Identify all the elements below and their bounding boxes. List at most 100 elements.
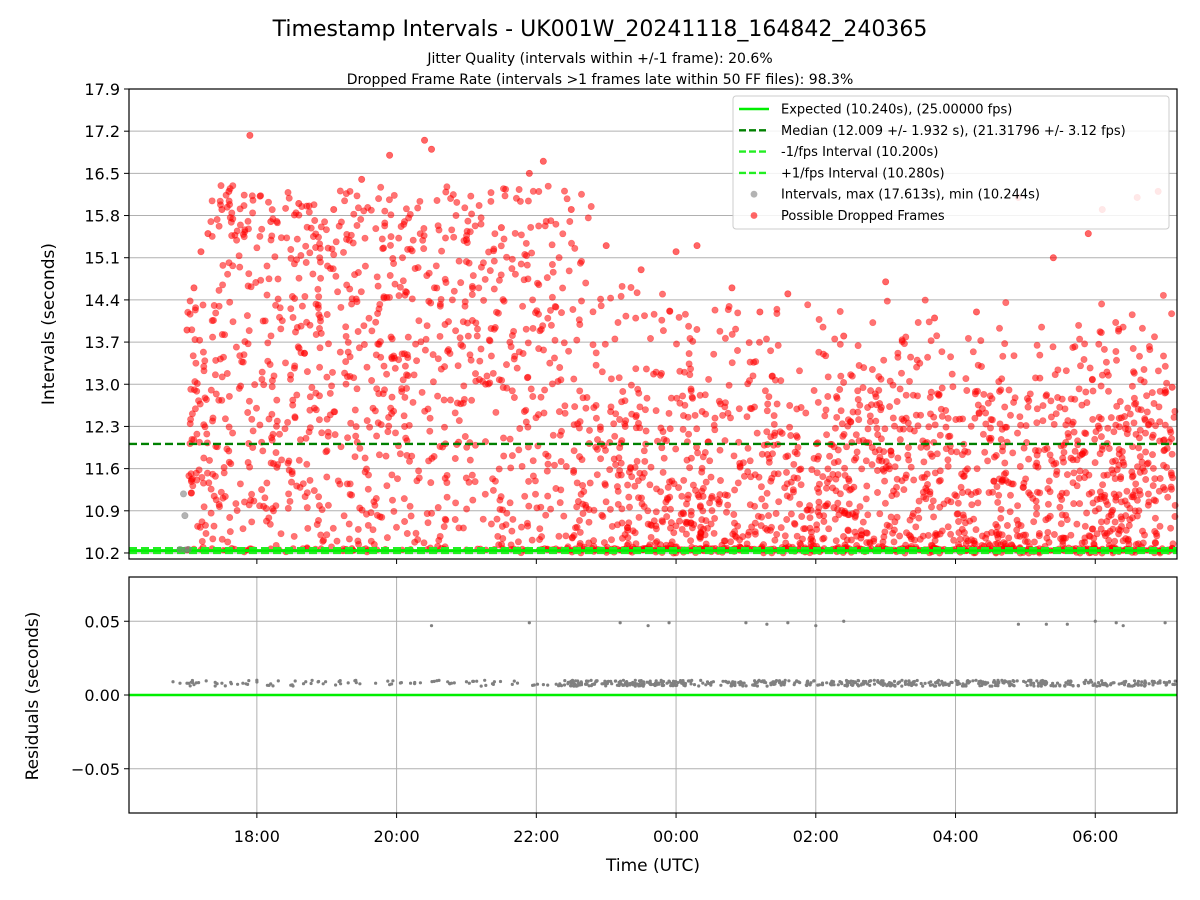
dropped-frame-cloud-point [385,196,393,204]
dropped-frame-cloud-point [373,273,381,281]
dropped-frame-cloud-point [389,255,397,263]
dropped-frame-cloud-point [883,297,891,305]
dropped-frame-cloud-point [551,302,559,310]
dropped-frame-cloud-point [824,392,832,400]
dropped-frame-cloud-point [935,391,943,399]
residual-point [842,619,846,623]
dropped-frame-cloud-point [628,473,636,481]
residual-point [464,680,469,684]
dropped-frame-cloud-point [652,539,660,547]
residual-point [786,621,790,625]
dropped-frame-cloud-point [297,322,305,330]
dropped-frame-cloud-point [999,352,1007,360]
dropped-frame-cloud-point [310,487,318,495]
residual-cloud-point [1001,680,1005,685]
dropped-frame-point [728,284,736,292]
dropped-frame-cloud-point [763,407,771,415]
residual-cloud-point [699,678,703,683]
dropped-frame-point [1084,230,1092,238]
dropped-frame-cloud-point [1033,510,1041,518]
dropped-frame-cloud-point [734,479,742,487]
dropped-frame-cloud-point [371,407,379,415]
dropped-frame-cloud-point [299,480,307,488]
dropped-frame-point [295,199,303,207]
dropped-frame-cloud-point [1103,368,1111,376]
dropped-frame-cloud-point [311,217,319,225]
dropped-frame-cloud-point [1097,433,1105,441]
dropped-frame-cloud-point [636,403,644,411]
dropped-frame-cloud-point [677,510,685,518]
residual-cloud-point [756,679,761,683]
dropped-frame-cloud-point [893,475,901,483]
dropped-frame-cloud-point [285,457,293,465]
dropped-frame-cloud-point [247,496,255,504]
dropped-frame-cloud-point [261,317,269,325]
dropped-frame-cloud-point [559,230,567,238]
dropped-frame-cloud-point [321,218,329,226]
dropped-frame-cloud-point [736,463,744,471]
dropped-frame-cloud-point [1021,537,1029,545]
residual-cloud-point [733,683,737,688]
dropped-frame-cloud-point [265,275,273,283]
residuals-x-tick-label: 06:00 [1072,827,1118,846]
dropped-frame-cloud-point [1064,429,1072,437]
dropped-frame-cloud-point [400,495,408,503]
dropped-frame-cloud-point [435,536,443,544]
residuals-x-tick-label: 02:00 [793,827,839,846]
dropped-frame-cloud-point [555,532,563,540]
dropped-frame-cloud-point [652,407,660,415]
residual-cloud-point [950,680,954,685]
dropped-frame-cloud-point [883,521,891,529]
dropped-frame-cloud-point [1051,371,1059,379]
dropped-frame-cloud-point [902,414,910,422]
dropped-frame-cloud-point [332,238,340,246]
dropped-frame-cloud-point [402,205,410,213]
residual-cloud-point [223,684,227,688]
dropped-frame-cloud-point [636,424,644,432]
dropped-frame-cloud-point [1129,344,1137,352]
dropped-frame-cloud-point [271,253,279,261]
residual-cloud-point [579,680,583,684]
residual-cloud-point [838,680,842,684]
dropped-frame-cloud-point [357,215,365,223]
dropped-frame-cloud-point [688,393,696,401]
dropped-frame-cloud-point [982,420,990,428]
dropped-frame-cloud-point [355,344,363,352]
residual-cloud-point [1156,681,1160,685]
dropped-frame-cloud-point [227,460,235,468]
residual-cloud-point [310,678,314,683]
dropped-frame-cloud-point [1156,474,1164,482]
dropped-frame-cloud-point [507,464,515,472]
dropped-frame-cloud-point [354,537,362,545]
dropped-frame-cloud-point [921,296,929,304]
dropped-frame-cloud-point [1097,492,1105,500]
dropped-frame-cloud-point [619,387,627,395]
dropped-frame-cloud-point [426,427,434,435]
dropped-frame-cloud-point [597,295,605,303]
dropped-frame-cloud-point [388,496,396,504]
dropped-frame-cloud-point [265,514,273,522]
dropped-frame-cloud-point [1062,367,1070,375]
dropped-frame-cloud-point [598,511,606,519]
dropped-frame-cloud-point [897,369,905,377]
dropped-frame-cloud-point [852,508,860,516]
residual-cloud-point [798,681,802,685]
dropped-frame-cloud-point [529,296,537,304]
dropped-frame-cloud-point [575,516,583,524]
dropped-frame-cloud-point [658,517,666,525]
dropped-frame-cloud-point [1144,490,1152,498]
residual-cloud-point [936,681,940,685]
dropped-frame-cloud-point [402,371,410,379]
dropped-frame-cloud-point [536,525,544,533]
dropped-frame-cloud-point [1124,404,1132,412]
dropped-frame-cloud-point [728,330,736,338]
dropped-frame-cloud-point [528,536,536,544]
dropped-frame-cloud-point [853,448,861,456]
dropped-frame-cloud-point [221,415,229,423]
dropped-frame-cloud-point [323,310,331,318]
residual-cloud-point [885,684,889,688]
dropped-frame-cloud-point [902,391,910,399]
dropped-frame-cloud-point [859,384,867,392]
dropped-frame-cloud-point [276,304,284,312]
dropped-frame-cloud-point [186,420,194,428]
